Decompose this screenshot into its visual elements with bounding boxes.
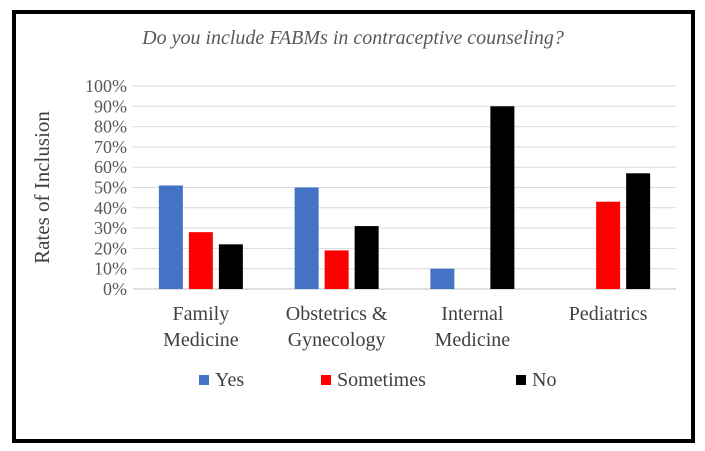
legend-label: Sometimes (337, 369, 426, 391)
legend: Yes Sometimes No (199, 369, 556, 391)
bar-sometimes (596, 201, 621, 289)
x-tick-label: Obstetrics & Gynecology (286, 303, 388, 351)
bar-yes (158, 185, 183, 289)
bars (158, 106, 651, 289)
bar-chart: Do you include FABMs in contraceptive co… (30, 27, 676, 391)
y-tick-label: 90% (94, 96, 127, 116)
y-tick-label: 100% (85, 76, 127, 96)
legend-swatch (321, 375, 331, 385)
y-tick-label: 10% (94, 259, 127, 279)
legend-label: Yes (215, 369, 244, 391)
x-tick-label: Pediatrics (569, 303, 648, 325)
bar-sometimes (324, 250, 349, 289)
y-tick-label: 20% (94, 238, 127, 258)
y-tick-label: 30% (94, 218, 127, 238)
y-tick-label: 70% (94, 137, 127, 157)
y-axis-label: Rates of Inclusion (30, 111, 54, 264)
y-tick-label: 80% (94, 117, 127, 137)
bar-sometimes (188, 232, 213, 289)
bar-no (490, 106, 515, 289)
legend-swatch (199, 375, 209, 385)
legend-label: No (532, 369, 556, 391)
chart-frame: Do you include FABMs in contraceptive co… (12, 10, 695, 443)
x-axis-ticks: Family Medicine Obstetrics & Gynecology Inte… (163, 303, 648, 351)
bar-yes (294, 187, 319, 289)
y-tick-label: 40% (94, 198, 127, 218)
bar-no (626, 173, 651, 289)
gridlines (133, 85, 676, 290)
y-tick-label: 50% (94, 178, 127, 198)
x-tick-label: Internal Medicine (435, 303, 511, 351)
y-tick-label: 60% (94, 157, 127, 177)
legend-swatch (516, 375, 526, 385)
y-tick-label: 0% (103, 279, 127, 299)
bar-yes (430, 268, 455, 289)
bar-no (218, 244, 243, 289)
y-axis-ticks: 0%10%20%30%40%50%60%70%80%90%100% (85, 76, 127, 299)
bar-no (354, 226, 379, 289)
chart-title: Do you include FABMs in contraceptive co… (141, 27, 564, 49)
x-tick-label: Family Medicine (163, 303, 239, 351)
